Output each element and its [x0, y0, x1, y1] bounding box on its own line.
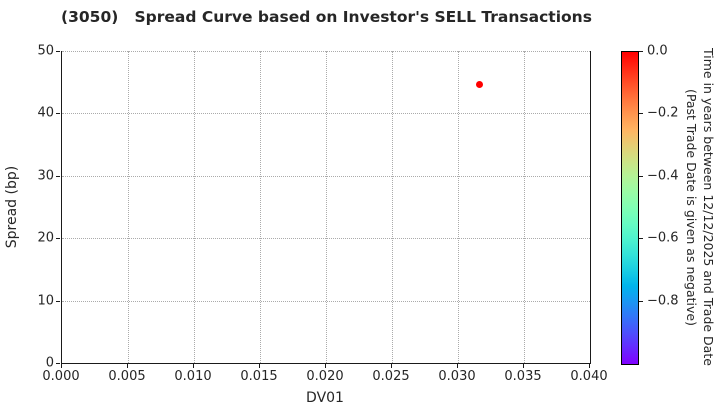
colorbar-tick-label: −0.8 [647, 293, 679, 309]
x-tick-mark [391, 364, 392, 368]
x-tick-mark [457, 364, 458, 368]
y-tick-mark [56, 238, 60, 240]
y-tick-mark [56, 363, 60, 364]
y-gridline [62, 113, 590, 115]
x-tick-mark [589, 364, 590, 368]
y-gridline [62, 300, 590, 302]
colorbar-tick-mark [639, 300, 643, 302]
colorbar-tick-label: −0.6 [647, 230, 679, 246]
x-tick-label: 0.000 [42, 369, 80, 384]
x-gridline [260, 51, 261, 363]
chart-title: (3050) Spread Curve based on Investor's … [61, 8, 592, 26]
y-tick-mark [56, 113, 60, 115]
x-gridline [128, 51, 129, 363]
x-tick-label: 0.035 [504, 369, 542, 384]
x-tick-label: 0.025 [372, 369, 410, 384]
plot-area [61, 51, 591, 364]
x-gridline [458, 51, 459, 363]
x-axis-label: DV01 [306, 390, 344, 406]
x-tick-mark [259, 364, 260, 368]
y-gridline [62, 51, 590, 52]
y-tick-label: 50 [37, 43, 54, 59]
colorbar-tick-mark [639, 113, 643, 115]
y-tick-label: 20 [37, 230, 54, 246]
x-tick-label: 0.040 [570, 369, 608, 384]
x-tick-mark [523, 364, 524, 368]
x-gridline [524, 51, 525, 363]
x-tick-mark [193, 364, 194, 368]
x-tick-label: 0.020 [306, 369, 344, 384]
x-tick-label: 0.005 [108, 369, 146, 384]
y-tick-mark [56, 175, 60, 177]
colorbar-label-line2: (Past Trade Date is given as negative) [684, 88, 699, 326]
data-point [475, 81, 483, 89]
colorbar-label-line1: Time in years between 12/12/2025 and Tra… [701, 48, 716, 366]
x-tick-label: 0.010 [174, 369, 212, 384]
y-tick-label: 40 [37, 105, 54, 121]
y-tick-label: 30 [37, 168, 54, 184]
colorbar [621, 51, 639, 365]
y-tick-label: 0 [45, 355, 54, 371]
x-tick-label: 0.030 [438, 369, 476, 384]
x-tick-mark [61, 364, 62, 368]
colorbar-label: Time in years between 12/12/2025 and Tra… [679, 45, 717, 369]
colorbar-tick-mark [639, 238, 643, 240]
x-tick-mark [127, 364, 128, 368]
colorbar-tick-mark [639, 51, 643, 52]
y-gridline [62, 238, 590, 240]
y-tick-label: 10 [37, 293, 54, 309]
x-tick-label: 0.015 [240, 369, 278, 384]
y-tick-mark [56, 300, 60, 302]
x-tick-mark [325, 364, 326, 368]
y-tick-mark [56, 51, 60, 52]
colorbar-tick-label: 0.0 [647, 43, 668, 59]
x-gridline [194, 51, 195, 363]
colorbar-tick-mark [639, 175, 643, 177]
x-gridline [392, 51, 393, 363]
y-gridline [62, 175, 590, 177]
colorbar-tick-label: −0.4 [647, 168, 679, 184]
colorbar-tick-label: −0.2 [647, 105, 679, 121]
x-gridline [326, 51, 327, 363]
